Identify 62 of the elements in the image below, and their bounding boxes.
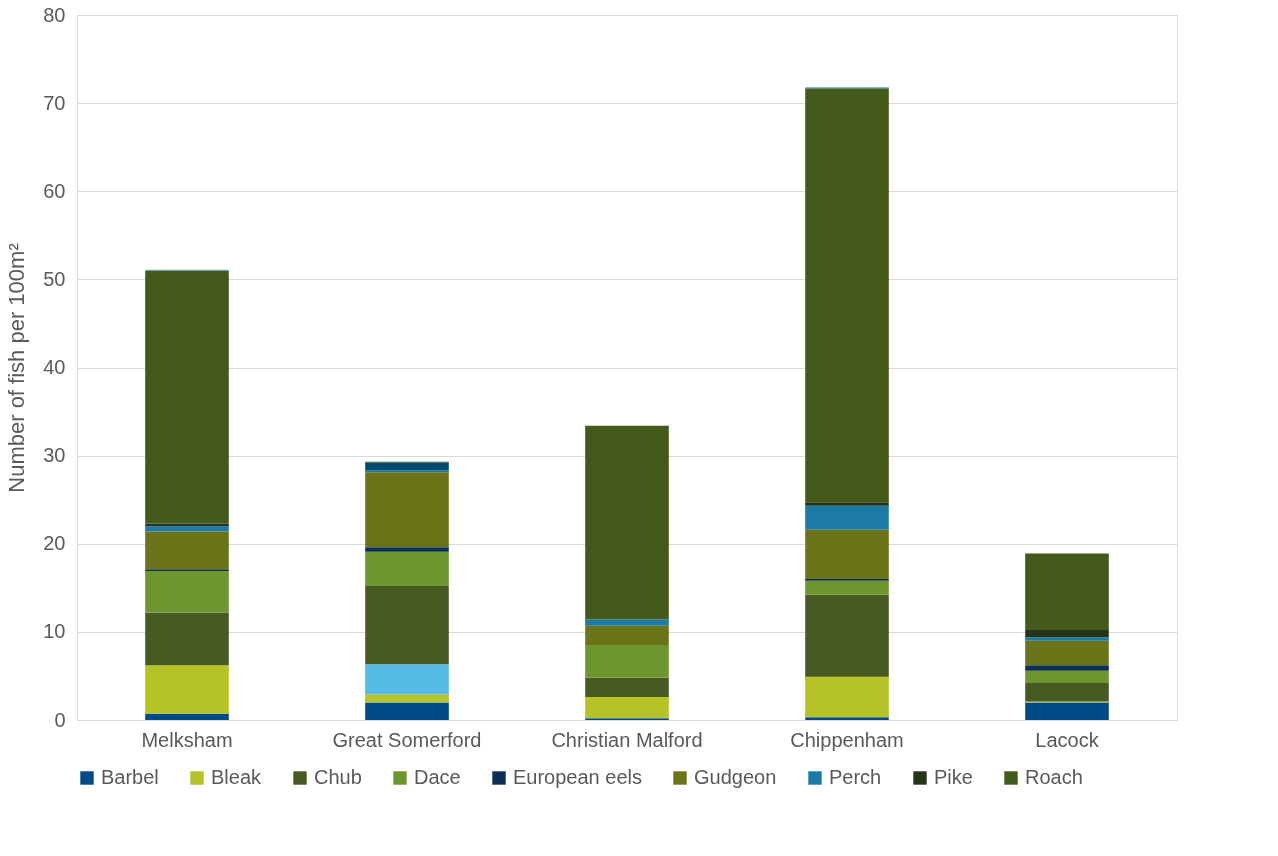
bar [585, 425, 669, 620]
x-tick-label: Christian Malford [551, 728, 703, 751]
legend-label: Dace [414, 766, 461, 788]
bar [585, 625, 669, 646]
y-tick-label: 0 [54, 708, 66, 731]
bar [365, 462, 449, 471]
bar [1025, 640, 1109, 666]
bar [365, 472, 449, 548]
legend-label: Barbel [101, 766, 159, 788]
y-tick-label: 10 [43, 620, 66, 643]
y-axis-title: Number of fish per 100m² [4, 243, 30, 493]
bar [365, 664, 449, 695]
bar [585, 697, 669, 719]
bar [145, 612, 229, 666]
x-tick-label: Melksham [141, 728, 233, 751]
y-tick-label: 20 [43, 532, 66, 555]
bar [145, 531, 229, 570]
x-tick-label: Chippenham [790, 728, 904, 751]
bar [145, 713, 229, 720]
y-tick-label: 40 [43, 356, 66, 378]
bar [805, 505, 889, 530]
bar [805, 502, 889, 506]
bar [365, 547, 449, 552]
legend-label: Bleak [211, 766, 263, 788]
y-tick-label: 70 [43, 91, 66, 114]
bar [585, 645, 669, 678]
bar [145, 571, 229, 613]
x-tick-label: Lacock [1035, 728, 1100, 751]
legend-label: Roach [1025, 766, 1083, 788]
y-tick-label: 80 [43, 3, 66, 26]
y-tick-label: 60 [43, 179, 66, 202]
bar [585, 677, 669, 698]
bar [145, 665, 229, 714]
bar [1025, 702, 1109, 720]
bar [365, 586, 449, 665]
legend-label: Chub [314, 766, 362, 788]
bar [805, 529, 889, 579]
bar [1025, 665, 1109, 671]
legend-label: Gudgeon [694, 766, 777, 788]
y-tick-label: 50 [43, 267, 66, 290]
bar [805, 717, 889, 720]
bar [1025, 682, 1109, 702]
bar [805, 580, 889, 595]
legend-label: Pike [934, 766, 973, 788]
bar [805, 88, 889, 503]
bar [585, 619, 669, 626]
bar [805, 676, 889, 718]
bar [145, 270, 229, 524]
bar [145, 526, 229, 532]
bar [1025, 630, 1109, 638]
bar [1025, 670, 1109, 683]
bar [365, 694, 449, 703]
bar [1025, 553, 1109, 631]
bar [365, 551, 449, 587]
bar [1025, 637, 1109, 641]
bar [805, 594, 889, 677]
legend-label: European eels [513, 766, 642, 788]
bar [365, 702, 449, 720]
legend-label: Perch [829, 766, 882, 788]
bar [145, 523, 229, 527]
y-tick-label: 30 [43, 444, 66, 467]
x-tick-label: Great Somerford [332, 728, 482, 751]
